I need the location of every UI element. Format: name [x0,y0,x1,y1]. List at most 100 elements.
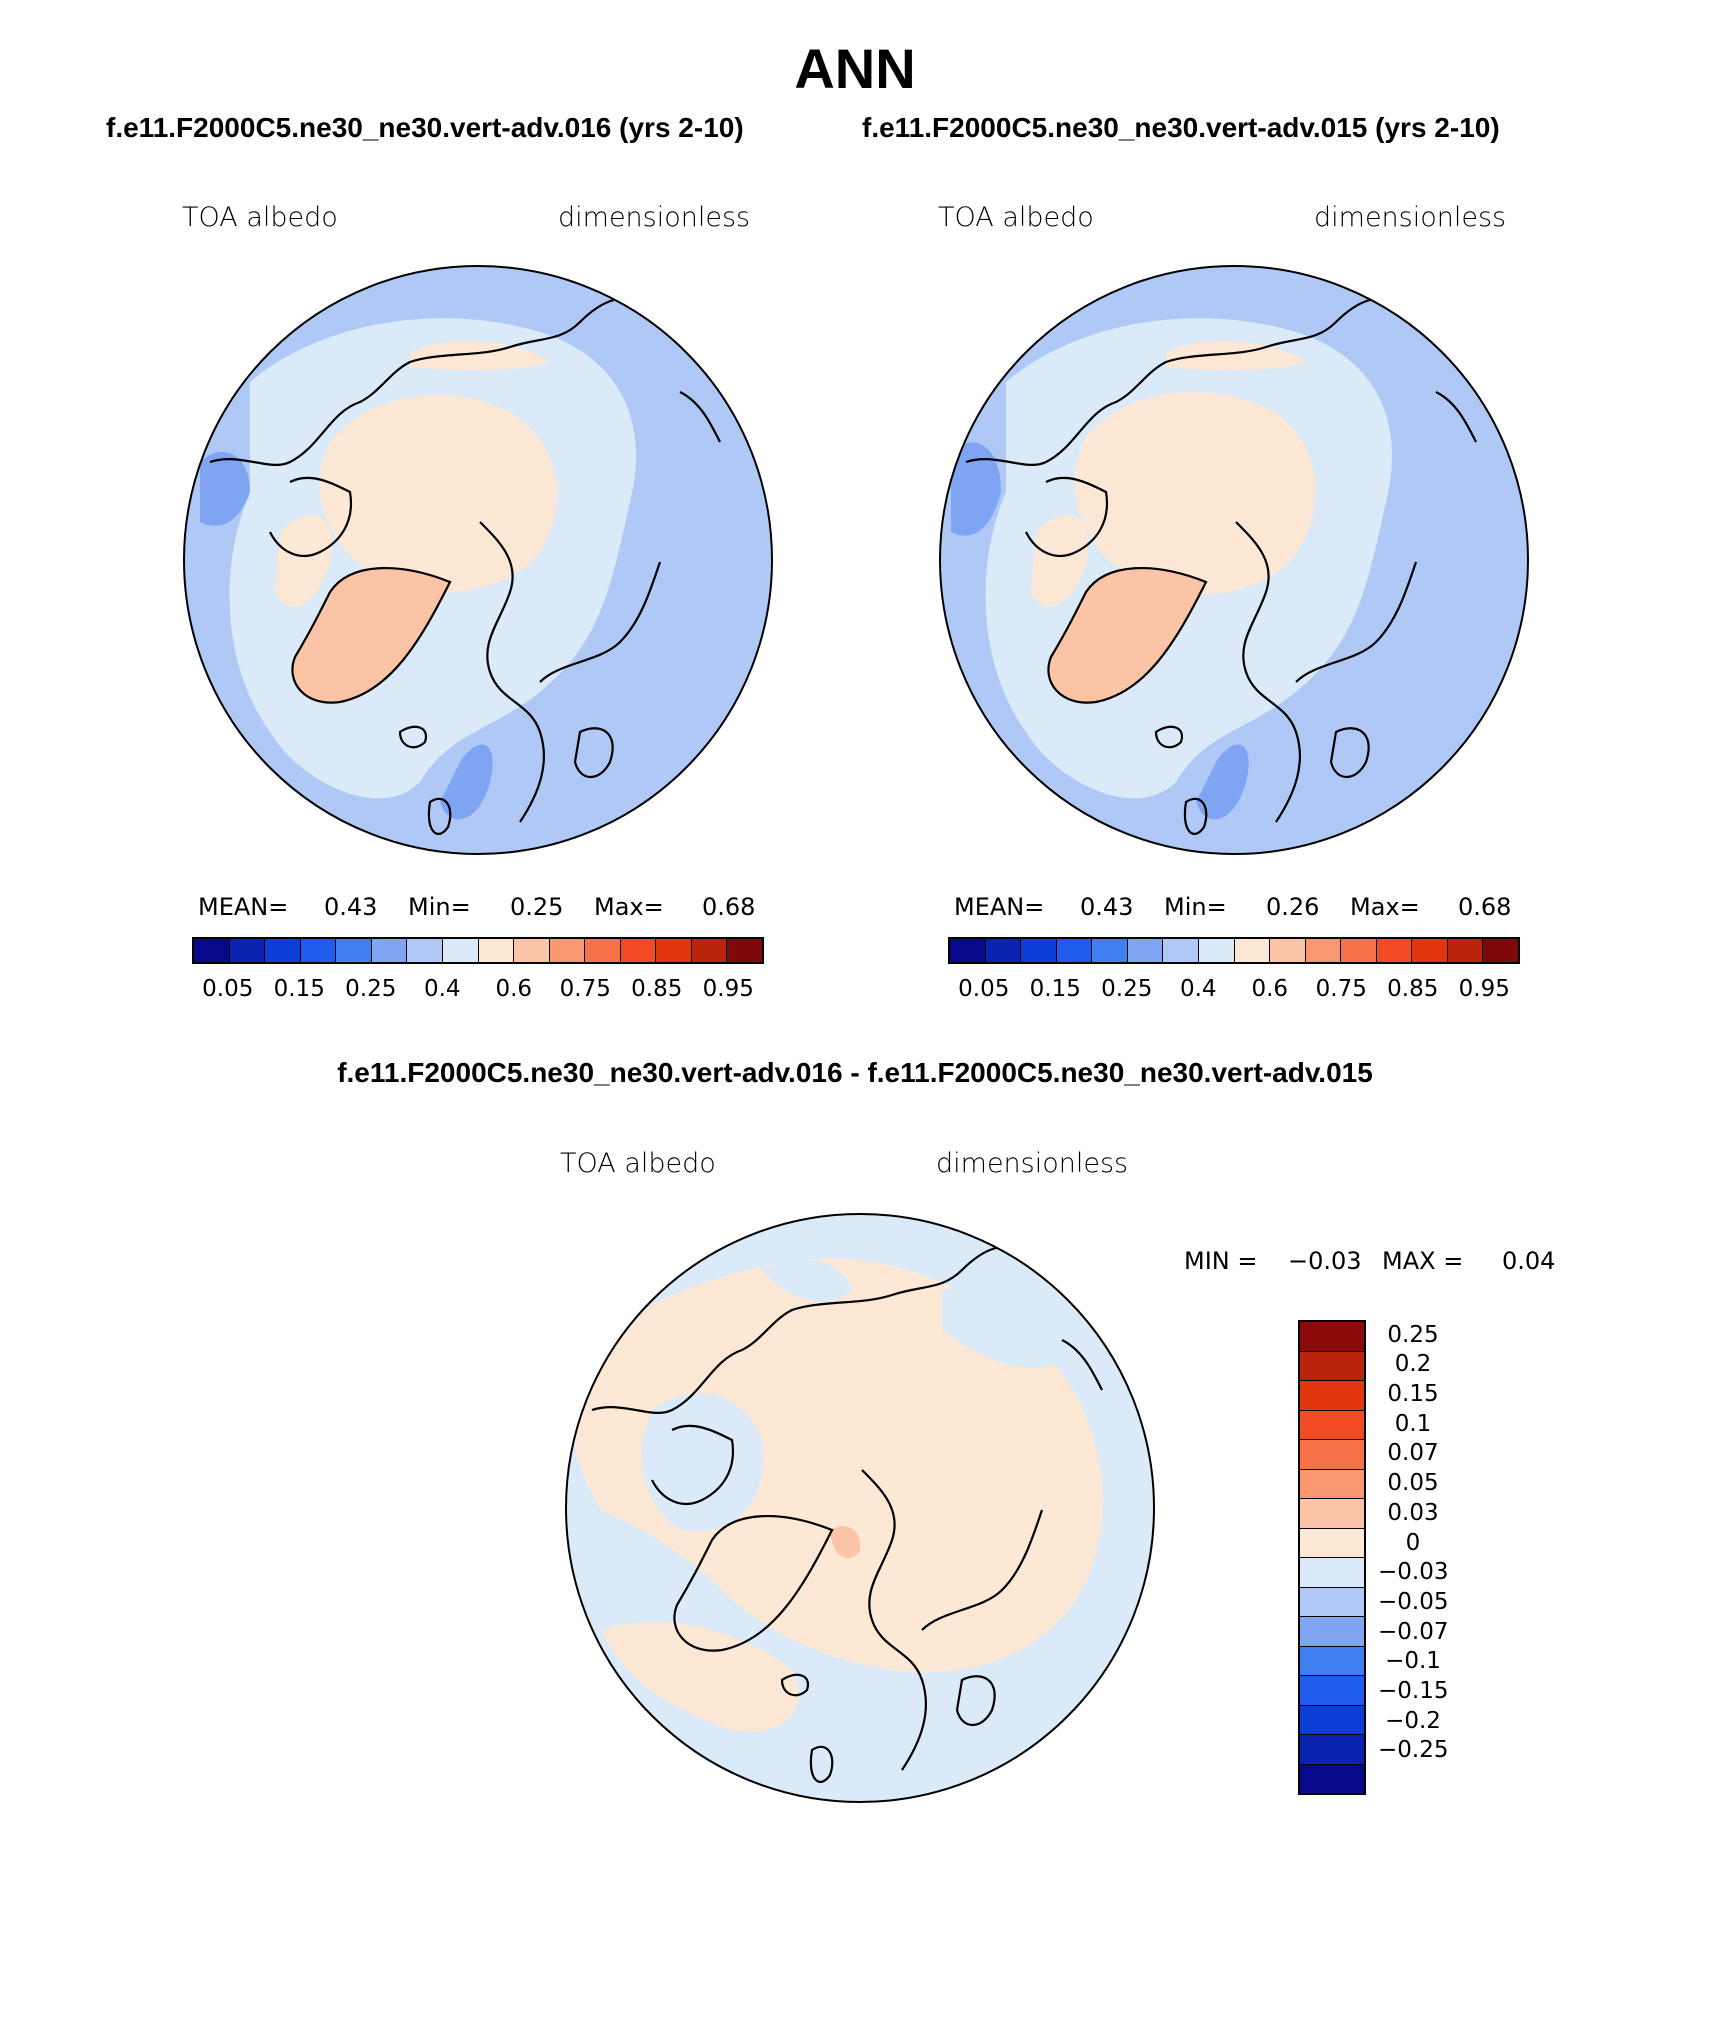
left-colorbar-box [656,939,692,962]
left-colorbar-box [478,939,515,962]
left-colorbar-box [620,939,657,962]
left-mean-label: MEAN= [198,893,289,921]
diff-colorbar-tick-label: −0.25 [1378,1737,1449,1764]
right-colorbar-box [1447,939,1484,962]
right-mean-value: 0.43 [1080,893,1134,921]
diff-colorbar-box [1300,1499,1364,1529]
right-mean-label: MEAN= [954,893,1045,921]
right-colorbar-box [1483,939,1518,962]
left-colorbar-box [549,939,586,962]
right-colorbar-box [1092,939,1128,962]
diff-colorbar-tick-label: 0.15 [1387,1381,1439,1408]
diff-max-value: 0.04 [1502,1247,1556,1275]
right-colorbar-box [1412,939,1448,962]
left-polar-map [183,265,773,855]
right-colorbar-box [950,939,986,962]
diff-units-label: dimensionless [936,1148,1129,1179]
left-colorbar-tick-label: 0.15 [273,976,325,1002]
diff-colorbar-tick-label: 0.05 [1387,1470,1439,1497]
diff-colorbar-tick-label: −0.05 [1378,1588,1449,1615]
left-max-label: Max= [594,893,664,921]
left-colorbar-tick-label: 0.75 [559,976,611,1002]
diff-colorbar-box [1300,1705,1364,1735]
left-coastlines [209,297,721,835]
right-coastlines [965,297,1477,835]
right-max-label: Max= [1350,893,1420,921]
diff-colorbar-ticks: 0.25 0.2 0.15 0.1 0.07 0.05 0.03 0 −0.03 −0.05 −0.… [1378,1320,1498,1795]
left-colorbar-box [727,939,762,962]
diff-min-label: MIN = [1184,1247,1258,1275]
left-min-label: Min= [408,893,471,921]
diff-colorbar-box [1300,1587,1364,1617]
diff-colorbar-tick-label: 0.07 [1387,1440,1439,1467]
left-colorbar-box [407,939,443,962]
diff-colorbar-box [1300,1528,1364,1558]
left-colorbar-tick-label: 0.85 [631,976,683,1002]
right-colorbar-box [1270,939,1306,962]
diff-colorbar-tick-label: 0.03 [1387,1499,1439,1526]
right-colorbar-tick-label: 0.95 [1458,976,1510,1002]
diff-colorbar-tick-label: 0.25 [1387,1321,1439,1348]
right-colorbar-box [985,939,1022,962]
diff-colorbar-tick-label: 0.1 [1394,1410,1432,1437]
diff-panel-subtitle: f.e11.F2000C5.ne30_ne30.vert-adv.016 - f… [337,1057,1373,1088]
left-colorbar-box [371,939,408,962]
left-colorbar-ticks: 0.05 0.15 0.25 0.4 0.6 0.75 0.85 0.95 [192,976,764,1006]
right-panel-subtitle: f.e11.F2000C5.ne30_ne30.vert-adv.015 (yr… [862,112,1500,143]
diff-colorbar-box [1300,1558,1364,1588]
left-colorbar-tick-label: 0.6 [495,976,533,1002]
diff-colorbar-box [1300,1735,1364,1765]
diff-colorbar-box [1300,1646,1364,1676]
right-min-label: Min= [1164,893,1227,921]
diff-max-label: MAX = [1382,1247,1464,1275]
diff-colorbar-tick-label: 0 [1405,1529,1421,1556]
diff-colorbar-box [1300,1410,1364,1440]
right-colorbar-ticks: 0.05 0.15 0.25 0.4 0.6 0.75 0.85 0.95 [948,976,1520,1006]
right-colorbar-tick-label: 0.6 [1251,976,1289,1002]
left-colorbar-box [585,939,621,962]
diff-colorbar-tick-label: 0.2 [1394,1351,1432,1378]
diff-polar-map [565,1213,1155,1803]
left-colorbar [192,937,764,964]
left-colorbar-tick-label: 0.05 [202,976,254,1002]
diff-colorbar-box [1300,1351,1364,1381]
left-colorbar-box [229,939,266,962]
diff-colorbar-box [1300,1440,1364,1470]
diff-colorbar-tick-label: −0.03 [1378,1559,1449,1586]
diff-colorbar-box [1300,1381,1364,1411]
left-colorbar-box [300,939,337,962]
right-colorbar-tick-label: 0.4 [1179,976,1217,1002]
right-min-value: 0.26 [1266,893,1320,921]
left-colorbar-box [265,939,301,962]
diff-colorbar-tick-label: −0.2 [1385,1707,1441,1734]
diff-colorbar-box [1300,1469,1364,1499]
left-colorbar-box [514,939,550,962]
diff-coastlines [591,1245,1103,1783]
right-colorbar-box [1127,939,1164,962]
right-colorbar-box [1056,939,1093,962]
left-map-border [183,265,773,855]
right-colorbar-tick-label: 0.15 [1029,976,1081,1002]
right-colorbar-tick-label: 0.05 [958,976,1010,1002]
left-max-value: 0.68 [702,893,756,921]
diff-colorbar-tick-label: −0.07 [1378,1618,1449,1645]
diff-colorbar-box [1300,1764,1364,1793]
diff-variable-label: TOA albedo [560,1148,716,1179]
right-colorbar-box [1021,939,1057,962]
left-colorbar-tick-label: 0.25 [345,976,397,1002]
right-colorbar-box [1198,939,1235,962]
left-colorbar-tick-label: 0.4 [423,976,461,1002]
left-colorbar-box [442,939,479,962]
right-colorbar-box [1305,939,1342,962]
left-colorbar-box [194,939,230,962]
left-panel-subtitle: f.e11.F2000C5.ne30_ne30.vert-adv.016 (yr… [106,112,744,143]
left-variable-label: TOA albedo [182,202,338,233]
right-colorbar [948,937,1520,964]
left-mean-value: 0.43 [324,893,378,921]
diff-map-border [565,1213,1155,1803]
right-map-border [939,265,1529,855]
right-colorbar-box [1376,939,1413,962]
diff-min-value: −0.03 [1288,1247,1362,1275]
left-min-value: 0.25 [510,893,564,921]
right-colorbar-tick-label: 0.85 [1387,976,1439,1002]
